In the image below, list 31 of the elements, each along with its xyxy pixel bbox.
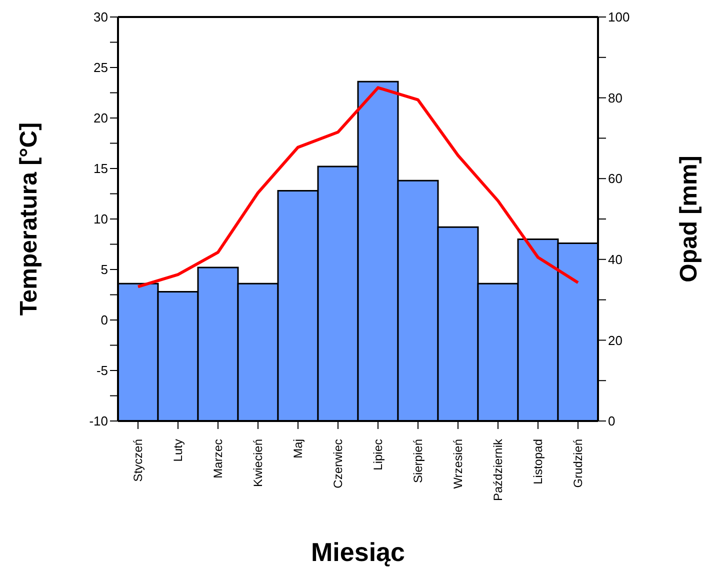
y2-axis-title: Opad [mm] — [676, 156, 703, 282]
y-tick-label: -10 — [89, 414, 108, 429]
y-tick-label: 5 — [100, 262, 108, 278]
y-tick-label: 10 — [94, 212, 108, 227]
y-tick-label: 0 — [100, 312, 108, 328]
y-tick-label: 20 — [94, 110, 108, 126]
y2-tick-label: 100 — [608, 10, 630, 25]
y-axis-title: Temperatura [°C] — [16, 122, 43, 316]
y-tick-label: 15 — [94, 161, 108, 176]
x-tick-label: Sierpień — [411, 439, 425, 484]
y-tick-label: -5 — [96, 363, 108, 378]
x-tick-label: Grudzień — [571, 439, 585, 488]
x-axis-title: Miesiąc — [311, 537, 405, 567]
x-tick-label: Czerwiec — [331, 439, 345, 488]
y2-tick-label: 0 — [608, 414, 616, 429]
x-tick-label: Kwiecień — [251, 439, 265, 488]
x-tick-label: Maj — [291, 439, 305, 458]
y-tick-label: 30 — [94, 10, 108, 25]
x-tick-label: Marzec — [211, 439, 225, 478]
y-tick-label: 25 — [94, 60, 108, 76]
x-tick-label: Luty — [171, 439, 185, 462]
x-tick-label: Styczeń — [131, 439, 145, 482]
x-tick-label: Wrzesień — [451, 439, 465, 489]
y2-tick-label: 80 — [608, 90, 622, 106]
x-tick-label: Październik — [491, 438, 505, 502]
line-series — [136, 86, 580, 288]
y2-tick-label: 20 — [608, 332, 622, 348]
y2-tick-label: 60 — [608, 171, 622, 186]
y2-tick-label: 40 — [608, 252, 622, 268]
x-tick-label: Listopad — [531, 439, 545, 484]
x-tick-label: Lipiec — [371, 439, 385, 470]
